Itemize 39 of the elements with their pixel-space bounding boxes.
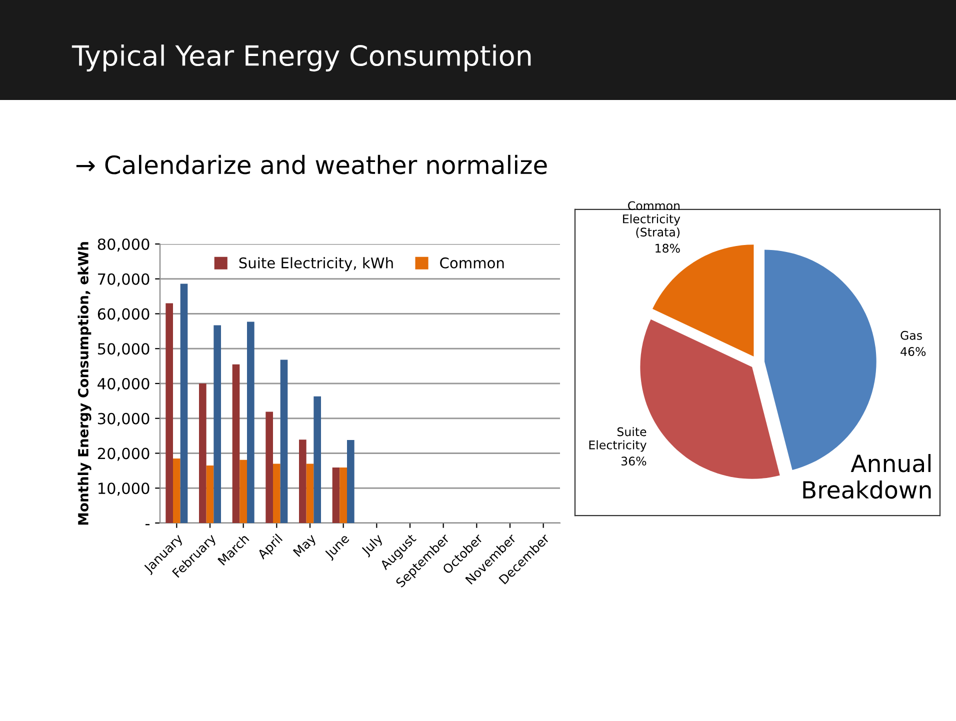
bar	[232, 364, 240, 523]
chart-title: Typical Year Energy Consumption	[72, 44, 531, 72]
bar	[173, 458, 180, 523]
data-label: 18%	[656, 244, 680, 253]
bar	[240, 460, 247, 523]
y-tick-label: 60,000	[98, 308, 150, 322]
legend-label: Suite Electricity, kWh	[239, 257, 393, 272]
data-label: 36%	[621, 456, 646, 466]
bar	[273, 464, 280, 523]
legend-label: Common	[440, 257, 504, 268]
text: Annual Breakdown	[803, 454, 931, 499]
bar	[314, 396, 321, 523]
slice-label: Common Electricity (Strata)	[623, 201, 680, 238]
y-tick-label: 10,000	[98, 482, 150, 496]
bar	[266, 412, 273, 523]
slice-label: Gas	[900, 330, 922, 340]
y-tick-label: -	[146, 524, 150, 526]
bar	[180, 284, 188, 523]
y-tick-label: 50,000	[98, 343, 150, 356]
bar	[280, 360, 288, 523]
y-tick-label: 80,000	[98, 238, 150, 252]
bar	[340, 468, 347, 523]
bar	[214, 325, 221, 523]
bar	[166, 303, 173, 523]
bar	[332, 468, 340, 523]
bar	[306, 464, 314, 523]
bar	[299, 440, 306, 523]
data-label: 46%	[900, 347, 926, 356]
y-tick-label: 30,000	[98, 412, 150, 426]
chart-subtitle: → Calendarize and weather normalize	[76, 154, 547, 174]
y-tick-label: 20,000	[98, 448, 150, 461]
y-tick-label: 40,000	[98, 378, 150, 392]
bar	[206, 465, 214, 523]
y-tick-label: 70,000	[98, 273, 150, 286]
bar	[247, 322, 254, 523]
slice-label: Suite Electricity	[589, 427, 646, 452]
bar	[347, 440, 354, 523]
bar	[199, 384, 206, 523]
y-axis-title: Monthly Energy Consumption, ekWh	[78, 242, 92, 525]
